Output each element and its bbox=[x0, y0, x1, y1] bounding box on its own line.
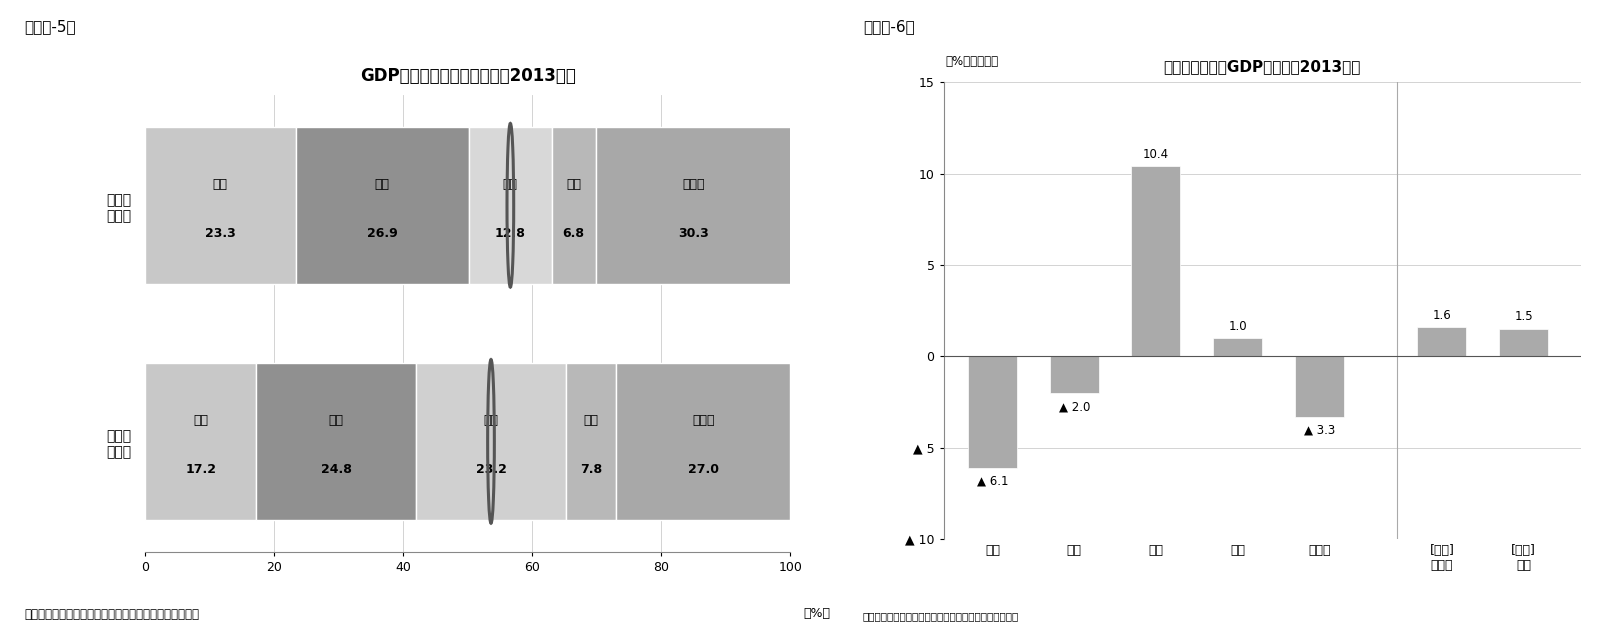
Text: その他: その他 bbox=[692, 415, 715, 427]
Text: （%）: （%） bbox=[803, 607, 831, 619]
Text: 米国: 米国 bbox=[213, 178, 227, 191]
Bar bbox=[1418, 327, 1466, 356]
Text: ▲ 6.1: ▲ 6.1 bbox=[977, 475, 1008, 488]
Bar bbox=[145, 127, 295, 284]
Text: 1.0: 1.0 bbox=[1229, 320, 1247, 333]
Text: 6.8: 6.8 bbox=[563, 227, 584, 240]
Text: 7.8: 7.8 bbox=[581, 463, 602, 476]
Text: 中国: 中国 bbox=[484, 415, 498, 427]
Bar bbox=[256, 363, 416, 520]
Text: ▲ 2.0: ▲ 2.0 bbox=[1058, 400, 1090, 413]
Text: ▲ 3.3: ▲ 3.3 bbox=[1303, 424, 1336, 437]
Text: 欧州: 欧州 bbox=[374, 178, 390, 191]
Bar bbox=[1050, 356, 1098, 393]
Text: 23.3: 23.3 bbox=[205, 227, 235, 240]
Bar bbox=[1213, 338, 1263, 356]
Bar bbox=[1295, 356, 1344, 417]
Text: 24.8: 24.8 bbox=[321, 463, 352, 476]
Text: その他: その他 bbox=[682, 178, 705, 191]
Text: （図表-6）: （図表-6） bbox=[863, 19, 915, 34]
Bar bbox=[566, 363, 616, 520]
Bar bbox=[1131, 166, 1181, 356]
Text: 欧州: 欧州 bbox=[329, 415, 344, 427]
Bar bbox=[595, 127, 790, 284]
Bar bbox=[616, 363, 790, 520]
Text: 日本: 日本 bbox=[566, 178, 581, 191]
Bar bbox=[416, 363, 566, 520]
Text: （資料）国連のデータを元にニッセイ基礎研究所で作成: （資料）国連のデータを元にニッセイ基礎研究所で作成 bbox=[863, 611, 1019, 621]
Text: 27.0: 27.0 bbox=[687, 463, 719, 476]
Bar bbox=[1498, 329, 1548, 356]
Text: （図表-5）: （図表-5） bbox=[24, 19, 76, 34]
Text: 1.5: 1.5 bbox=[1515, 311, 1532, 323]
Text: 中国: 中国 bbox=[503, 178, 518, 191]
Bar bbox=[145, 363, 256, 520]
Text: 1.6: 1.6 bbox=[1432, 309, 1452, 321]
Text: 23.2: 23.2 bbox=[476, 463, 506, 476]
Bar bbox=[552, 127, 595, 284]
Text: 30.3: 30.3 bbox=[677, 227, 708, 240]
Text: 17.2: 17.2 bbox=[185, 463, 216, 476]
Title: 製造業シェアーGDPシェア（2013年）: 製造業シェアーGDPシェア（2013年） bbox=[1163, 60, 1361, 74]
Text: 10.4: 10.4 bbox=[1144, 148, 1169, 161]
Text: 12.8: 12.8 bbox=[495, 227, 526, 240]
Title: GDPシェアと製造業シェア（2013年）: GDPシェアと製造業シェア（2013年） bbox=[360, 67, 576, 85]
Text: （%ポイント）: （%ポイント） bbox=[945, 55, 998, 68]
Text: 26.9: 26.9 bbox=[366, 227, 398, 240]
Bar bbox=[968, 356, 1018, 468]
Text: 米国: 米国 bbox=[194, 415, 208, 427]
Bar bbox=[469, 127, 552, 284]
Text: 日本: 日本 bbox=[584, 415, 598, 427]
Bar bbox=[295, 127, 469, 284]
Text: （資料）国連のデータを元にニッセイ基礎研究所で作成: （資料）国連のデータを元にニッセイ基礎研究所で作成 bbox=[24, 608, 198, 621]
